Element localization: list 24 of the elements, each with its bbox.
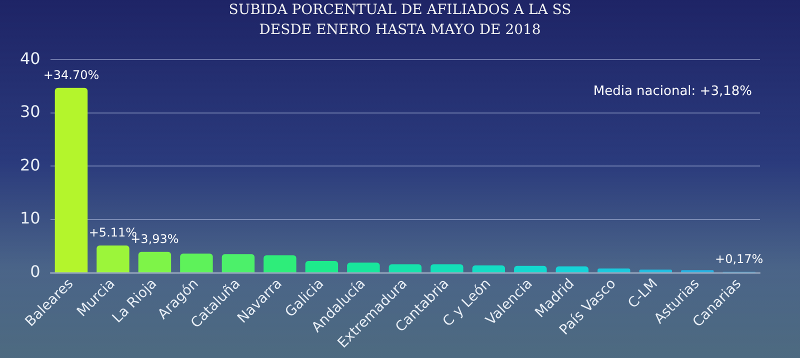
y-tick-label: 10 bbox=[20, 208, 40, 228]
bar bbox=[388, 264, 422, 272]
bar bbox=[598, 268, 630, 272]
data-label: +34.70% bbox=[43, 68, 100, 82]
data-label: +0,17% bbox=[715, 252, 764, 266]
bar bbox=[472, 265, 506, 272]
bar bbox=[430, 264, 464, 272]
bar bbox=[305, 261, 338, 272]
bar bbox=[264, 255, 296, 272]
y-tick-label: 20 bbox=[20, 155, 40, 174]
bar bbox=[514, 266, 547, 272]
bar bbox=[54, 88, 88, 272]
bar bbox=[180, 254, 213, 272]
y-tick-label: 40 bbox=[20, 48, 40, 68]
annotation: Media nacional: +3,18% bbox=[593, 84, 752, 99]
bar bbox=[556, 266, 589, 272]
bar bbox=[138, 252, 172, 272]
bar bbox=[222, 254, 255, 272]
chart-title: SUBIDA PORCENTUAL DE AFILIADOS A LA SS DESDE ENERO HASTA MAYO DE 2018 bbox=[228, 1, 572, 40]
y-tick-label: 0 bbox=[30, 262, 40, 281]
bar bbox=[347, 262, 380, 272]
y-tick-label: 30 bbox=[20, 102, 40, 122]
bar bbox=[96, 246, 130, 272]
bar bbox=[639, 270, 672, 272]
